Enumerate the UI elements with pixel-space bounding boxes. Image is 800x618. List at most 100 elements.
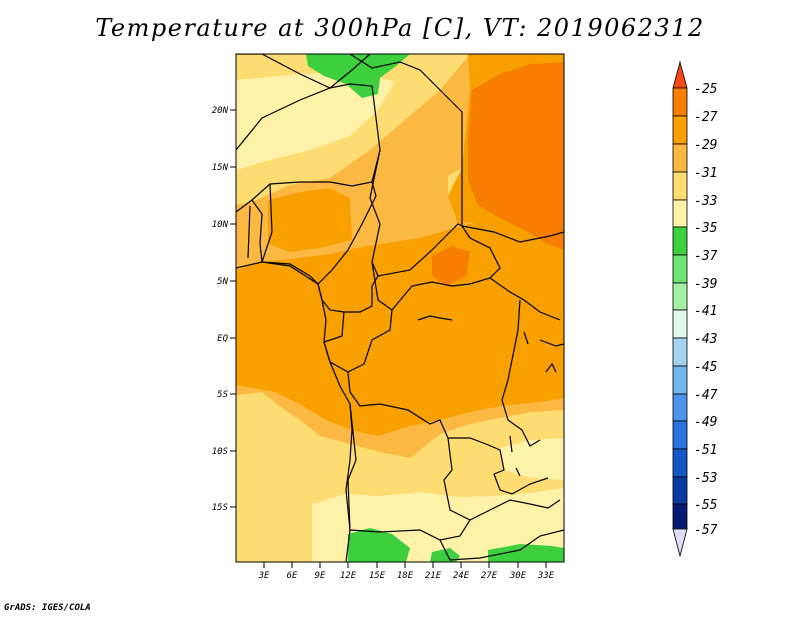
border-sudan-south	[461, 225, 564, 321]
field-zone-35-southeast	[500, 438, 564, 480]
colorbar-label: -53	[694, 471, 717, 486]
lon-tick-12e: 12E	[340, 562, 357, 581]
colorbar-swatch--47	[672, 365, 688, 395]
border-cameroon	[317, 275, 379, 313]
border-east-lakes	[501, 299, 564, 447]
field-zone-27-patch	[432, 246, 470, 286]
lat-tick-5s: 5S	[217, 390, 236, 400]
colorbar-arrow-bottom	[672, 528, 688, 558]
colorbar-label: -45	[694, 360, 718, 375]
field-zone-27-northeast	[468, 62, 564, 250]
colorbar-label: -43	[694, 332, 717, 347]
lat-label-15n: 15N	[212, 163, 229, 173]
lat-axis: 20N 15N 10N 5N EQ 5S 10S 15S	[212, 106, 236, 513]
lon-label-6e: 6E	[287, 571, 298, 581]
lon-tick-30e: 30E	[509, 562, 527, 581]
border-algeria-mali	[236, 54, 371, 89]
map-frame	[235, 53, 565, 563]
country-borders	[236, 54, 564, 562]
colorbar-labels: -25 -27 -29 -31 -33 -35 -37 -39 -41 -43 …	[694, 82, 718, 538]
colorbar-label: -49	[694, 415, 717, 430]
border-zambia	[469, 473, 561, 521]
colorbar-swatch--39	[672, 254, 688, 284]
lon-tick-27e: 27E	[481, 562, 498, 581]
border-drc	[347, 371, 505, 475]
lat-label-10n: 10N	[212, 220, 229, 230]
lon-label-9e: 9E	[315, 571, 326, 581]
lon-tick-33e: 33E	[537, 562, 555, 581]
lat-label-eq: EQ	[217, 334, 228, 344]
lon-tick-6e: 6E	[287, 562, 298, 581]
colorbar-label: -41	[694, 304, 717, 319]
lat-tick-10s: 10S	[212, 447, 236, 457]
colorbar-swatch--43	[672, 309, 688, 339]
field-zone-37-south-east	[488, 544, 564, 562]
border-south	[345, 529, 564, 562]
border-west-coastal	[236, 199, 263, 263]
border-nigeria	[261, 181, 377, 285]
lon-axis: 3E 6E 9E 12E 15E 18E 21E 24E 27E 30E 33E	[258, 562, 555, 581]
colorbar-swatch--27	[672, 87, 688, 117]
colorbar-swatch--53	[672, 448, 688, 478]
colorbar-swatch--51	[672, 420, 688, 450]
lon-label-33e: 33E	[537, 571, 555, 581]
colorbar-swatch--49	[672, 393, 688, 422]
temperature-field	[236, 54, 564, 562]
colorbar-arrow-top	[672, 60, 688, 89]
colorbar-swatch--41	[672, 282, 688, 311]
colorbar-label: -55	[694, 498, 718, 513]
border-car	[371, 225, 501, 311]
lat-tick-20n: 20N	[212, 106, 236, 116]
lon-tick-15e: 15E	[369, 562, 386, 581]
field-zone-37-south-west	[348, 528, 410, 562]
lat-label-5n: 5N	[217, 277, 228, 287]
lat-label-5s: 5S	[217, 390, 228, 400]
colorbar-label: -39	[694, 277, 717, 292]
lon-label-21e: 21E	[425, 571, 442, 581]
field-zone-29-central	[236, 204, 564, 436]
colorbar-swatch--45	[672, 337, 688, 367]
colorbar-label: -37	[694, 249, 718, 264]
lon-label-12e: 12E	[340, 571, 357, 581]
colorbar-swatch--33	[672, 171, 688, 201]
lake-lines	[417, 315, 557, 477]
colorbar-label: -47	[694, 388, 718, 403]
colorbar-label: -31	[694, 166, 717, 181]
lon-label-30e: 30E	[509, 571, 527, 581]
colorbar-swatch--55	[672, 476, 688, 505]
lat-tick-eq: EQ	[217, 334, 236, 344]
colorbar-swatch--31	[672, 143, 688, 173]
lon-tick-21e: 21E	[425, 562, 442, 581]
lon-label-3e: 3E	[258, 571, 270, 581]
lat-label-20n: 20N	[212, 106, 229, 116]
field-zone-35-north	[236, 72, 395, 170]
colorbar-label: -35	[694, 221, 718, 236]
grads-credit: GrADS: IGES/COLA	[4, 603, 91, 613]
lat-tick-15s: 15S	[212, 503, 236, 513]
lon-label-18e: 18E	[397, 571, 414, 581]
lon-label-15e: 15E	[369, 571, 386, 581]
lat-label-10s: 10S	[212, 447, 229, 457]
lat-tick-10n: 10N	[212, 220, 236, 230]
border-libya	[349, 54, 463, 226]
colorbar-swatch--35	[672, 199, 688, 228]
lat-label-15s: 15S	[212, 503, 229, 513]
lon-tick-9e: 9E	[315, 562, 326, 581]
border-chad	[369, 149, 463, 277]
lon-label-27e: 27E	[481, 571, 498, 581]
colorbar-label: -27	[694, 110, 718, 125]
colorbar-label: -29	[694, 138, 717, 153]
field-zone-37-south-mid	[430, 548, 460, 562]
colorbar-label: -25	[694, 82, 718, 97]
lon-tick-24e: 24E	[453, 562, 470, 581]
lat-tick-5n: 5N	[217, 277, 236, 287]
colorbar-label: -57	[694, 523, 718, 538]
lon-tick-3e: 3E	[258, 562, 270, 581]
colorbar-swatch--29	[672, 115, 688, 145]
colorbar-swatch--37	[672, 226, 688, 256]
map-title: Temperature at 300hPa [C], VT: 201906231…	[95, 14, 705, 42]
lon-label-24e: 24E	[453, 571, 470, 581]
field-zone-29-west	[268, 188, 352, 252]
colorbar-swatch--57	[672, 503, 688, 530]
